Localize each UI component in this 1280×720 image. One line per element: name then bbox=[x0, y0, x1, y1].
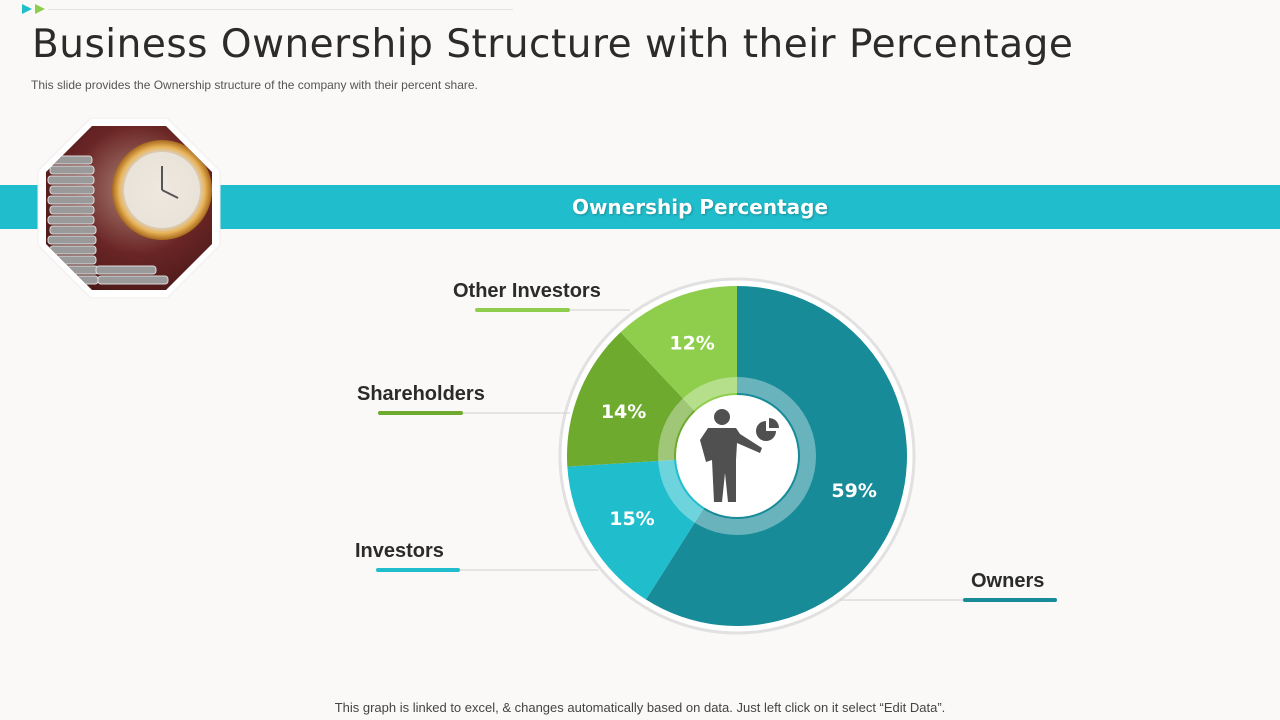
slice-value-label-other-investors: 12% bbox=[669, 333, 714, 355]
businessman-pie-chart-icon bbox=[700, 409, 779, 502]
slice-value-label-owners: 59% bbox=[831, 480, 876, 502]
slice-value-label-investors: 15% bbox=[609, 508, 654, 530]
top-divider bbox=[48, 9, 513, 10]
banner-title: Ownership Percentage bbox=[571, 195, 829, 219]
legend-label-shareholders: Shareholders bbox=[357, 383, 485, 405]
page-subtitle: This slide provides the Ownership struct… bbox=[31, 78, 478, 92]
pie-center-disc bbox=[676, 395, 798, 517]
arrow-bullets-icon bbox=[22, 4, 45, 14]
pie-inner-ring bbox=[658, 377, 816, 535]
leader-lines bbox=[376, 308, 1057, 602]
legend-label-owners: Owners bbox=[971, 570, 1045, 592]
footnote: This graph is linked to excel, & changes… bbox=[334, 700, 946, 715]
slice-value-label-shareholders: 14% bbox=[601, 401, 646, 423]
page-title: Business Ownership Structure with their … bbox=[32, 22, 1074, 67]
coins-clock-photo bbox=[37, 117, 221, 299]
legend-label-investors: Investors bbox=[355, 540, 444, 562]
slice-value-labels: 59% 15% 14% 12% bbox=[601, 333, 877, 531]
legend-label-other-investors: Other Investors bbox=[453, 280, 601, 302]
